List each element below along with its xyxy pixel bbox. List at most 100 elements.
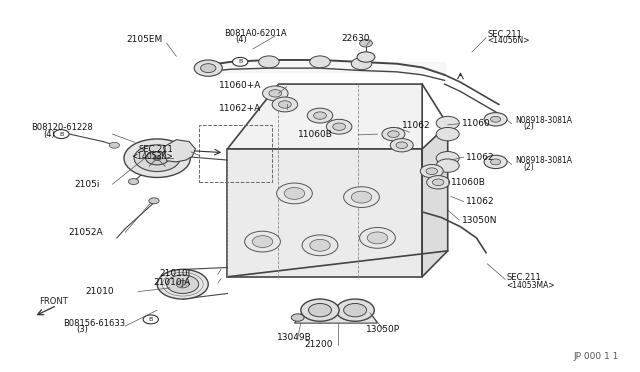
Circle shape [244, 231, 280, 252]
Text: 11060B: 11060B [298, 129, 333, 139]
Circle shape [276, 183, 312, 204]
Circle shape [252, 235, 273, 247]
Polygon shape [294, 310, 378, 323]
Circle shape [314, 112, 326, 119]
Text: FRONT: FRONT [38, 297, 67, 306]
Circle shape [134, 145, 180, 171]
Text: N08918-3081A: N08918-3081A [515, 116, 572, 125]
Polygon shape [227, 84, 422, 149]
Circle shape [490, 116, 500, 122]
Circle shape [291, 314, 304, 321]
Circle shape [344, 187, 380, 208]
Text: 21010JA: 21010JA [154, 278, 191, 287]
Circle shape [149, 198, 159, 204]
Text: (4): (4) [44, 129, 55, 139]
Circle shape [357, 52, 375, 62]
Circle shape [390, 138, 413, 152]
Circle shape [326, 119, 352, 134]
Circle shape [302, 235, 338, 256]
Circle shape [490, 159, 500, 165]
Text: B08156-61633: B08156-61633 [63, 319, 125, 328]
Circle shape [310, 56, 330, 68]
Text: 11062: 11062 [402, 122, 430, 131]
Text: (3): (3) [76, 325, 88, 334]
Circle shape [436, 116, 460, 130]
Circle shape [259, 56, 279, 68]
Circle shape [146, 151, 169, 165]
Text: 11062+A: 11062+A [219, 104, 261, 113]
Text: 21200: 21200 [305, 340, 333, 349]
Circle shape [272, 97, 298, 112]
Circle shape [269, 90, 282, 97]
Text: 2105EM: 2105EM [126, 35, 163, 44]
Circle shape [307, 108, 333, 123]
Circle shape [333, 123, 346, 131]
Circle shape [284, 187, 305, 199]
Circle shape [351, 191, 372, 203]
Circle shape [436, 151, 460, 165]
Text: 13050N: 13050N [462, 216, 497, 225]
Text: 11062: 11062 [466, 197, 494, 206]
Text: 2105i: 2105i [74, 180, 100, 189]
Text: 11060+A: 11060+A [219, 81, 261, 90]
Circle shape [336, 299, 374, 321]
Text: 13050P: 13050P [366, 325, 400, 334]
Polygon shape [164, 140, 195, 162]
Circle shape [360, 39, 372, 47]
Circle shape [310, 239, 330, 251]
Circle shape [360, 228, 396, 248]
Text: SEC.211: SEC.211 [506, 273, 541, 282]
Text: 21052A: 21052A [68, 228, 103, 237]
Circle shape [262, 86, 288, 101]
Circle shape [124, 139, 190, 177]
Circle shape [176, 280, 189, 288]
Circle shape [154, 156, 161, 160]
Circle shape [427, 176, 450, 189]
Text: <14056N>: <14056N> [487, 36, 530, 45]
Circle shape [396, 142, 408, 148]
Circle shape [484, 113, 507, 126]
Circle shape [278, 101, 291, 108]
Circle shape [143, 315, 159, 324]
Circle shape [351, 58, 372, 70]
Circle shape [109, 142, 120, 148]
Circle shape [367, 232, 388, 244]
Circle shape [436, 128, 460, 141]
Text: 22630: 22630 [341, 34, 369, 43]
Text: <14053K>: <14053K> [131, 152, 173, 161]
Circle shape [232, 57, 248, 66]
Text: 13049B: 13049B [276, 333, 311, 342]
Text: 21010J: 21010J [160, 269, 191, 278]
Text: B: B [238, 60, 243, 64]
Circle shape [157, 269, 208, 299]
Text: (4): (4) [236, 35, 248, 45]
Circle shape [308, 304, 332, 317]
Circle shape [167, 275, 198, 294]
Text: B: B [60, 132, 63, 137]
Text: B: B [148, 317, 153, 322]
Circle shape [388, 131, 399, 137]
Polygon shape [422, 125, 448, 277]
Circle shape [129, 179, 139, 185]
Text: <14053MA>: <14053MA> [506, 281, 555, 290]
Text: 11062: 11062 [466, 153, 494, 161]
Circle shape [54, 130, 69, 138]
Bar [198, 125, 272, 182]
Circle shape [433, 179, 444, 186]
Circle shape [436, 159, 460, 172]
Circle shape [420, 164, 444, 178]
Text: 11060: 11060 [462, 119, 490, 128]
Circle shape [382, 128, 405, 141]
Circle shape [194, 60, 222, 76]
Polygon shape [227, 149, 422, 277]
Text: SEC.211: SEC.211 [138, 145, 173, 154]
Text: B081A0-6201A: B081A0-6201A [224, 29, 287, 38]
Text: 21010: 21010 [86, 287, 115, 296]
Text: N08918-3081A: N08918-3081A [515, 156, 572, 165]
Text: JP 000 1 1: JP 000 1 1 [573, 352, 619, 361]
Circle shape [344, 304, 367, 317]
Text: (2): (2) [523, 122, 534, 131]
Circle shape [426, 168, 438, 174]
Circle shape [200, 64, 216, 73]
Text: SEC.211: SEC.211 [487, 29, 522, 39]
